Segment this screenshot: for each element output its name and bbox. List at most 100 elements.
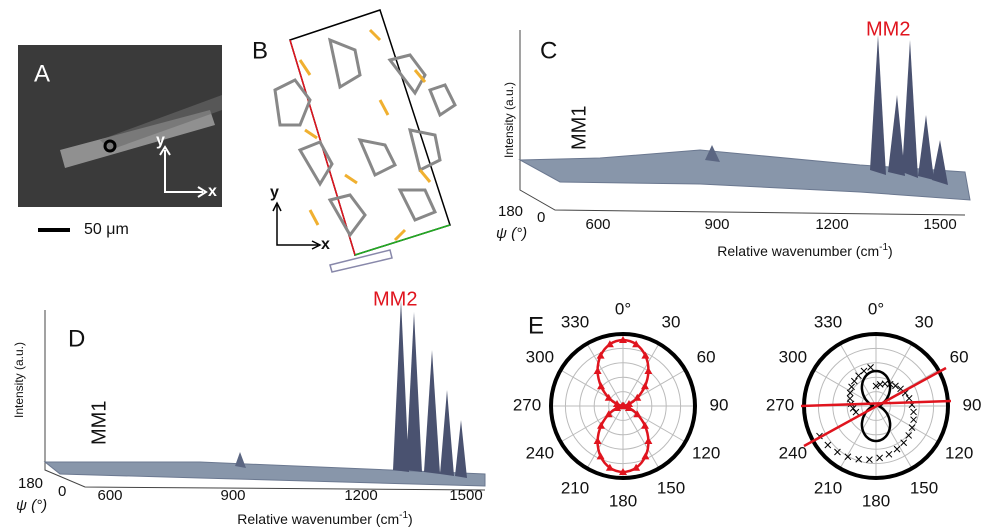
x-label-sup: -1 xyxy=(879,242,888,253)
marker xyxy=(872,382,880,390)
marker xyxy=(597,382,606,390)
marker xyxy=(593,367,602,375)
marker xyxy=(613,403,622,411)
angle-label: 60 xyxy=(950,347,969,366)
angle-label: 210 xyxy=(561,479,589,498)
surface-plot xyxy=(43,300,486,491)
marker xyxy=(876,454,883,462)
angle-label: 120 xyxy=(945,443,973,462)
panel-label: B xyxy=(252,37,268,64)
marker xyxy=(641,452,650,460)
angle-label: 90 xyxy=(710,395,729,414)
angle-label: 240 xyxy=(779,443,807,462)
x-tick-label: 900 xyxy=(704,216,729,233)
z-label: Intensity (a.u.) xyxy=(12,342,26,418)
angle-label: 240 xyxy=(526,443,554,462)
psi-label: ψ (°) xyxy=(496,225,527,242)
x-label-text: Relative wavenumber (cm xyxy=(237,511,399,527)
angle-label: 180 xyxy=(609,491,637,510)
axes-arrow xyxy=(164,150,203,193)
angle-label: 150 xyxy=(657,479,685,498)
polar-spoke xyxy=(586,405,624,469)
marker xyxy=(641,351,650,359)
marker xyxy=(597,421,606,429)
x-tick-label: 1500 xyxy=(923,216,956,233)
marker xyxy=(892,382,899,390)
psi-tick-label: 180 xyxy=(18,475,43,492)
marker xyxy=(644,367,653,375)
marker xyxy=(893,445,901,453)
x-tick-label: 900 xyxy=(220,487,245,504)
arrow-heads xyxy=(159,145,208,198)
marker xyxy=(604,393,613,401)
marker xyxy=(633,410,642,418)
peak-label: MM2 xyxy=(866,18,910,40)
psi-tick-label: 0 xyxy=(537,209,545,226)
marker xyxy=(605,463,614,471)
angle-label: 270 xyxy=(513,395,541,414)
marker xyxy=(596,351,605,359)
marker xyxy=(844,453,852,461)
x-label: Relative wavenumber (cm-1) xyxy=(237,510,412,527)
marker xyxy=(633,393,642,401)
peak-label: MM2 xyxy=(373,288,417,310)
marker xyxy=(596,452,605,460)
axis-label: x xyxy=(208,183,217,200)
surface-plot xyxy=(518,30,971,216)
angle-label: 0° xyxy=(615,299,631,318)
x-tick-label: 1200 xyxy=(815,216,848,233)
angle-label: 0° xyxy=(868,299,884,318)
angle-label: 270 xyxy=(766,395,794,414)
angle-label: 330 xyxy=(561,312,589,331)
x-tick-label: 1500 xyxy=(449,487,482,504)
polar-frame xyxy=(549,332,697,480)
marker xyxy=(881,380,889,388)
marker xyxy=(885,450,893,458)
marker xyxy=(860,367,868,375)
polar-line xyxy=(803,366,947,448)
marker xyxy=(640,421,649,429)
marker xyxy=(848,383,855,391)
polar-spoke xyxy=(586,343,624,407)
marker xyxy=(624,403,633,411)
axis-label: y xyxy=(156,132,165,149)
panel-label: A xyxy=(34,60,50,87)
polar-line xyxy=(800,399,952,408)
marker xyxy=(605,340,614,348)
x-tick-label: 1200 xyxy=(344,487,377,504)
angle-label: 180 xyxy=(862,491,890,510)
marker xyxy=(604,410,613,418)
marker xyxy=(619,336,627,343)
x-label-end: ) xyxy=(408,511,413,527)
peak-label: MM1 xyxy=(568,106,590,150)
marker xyxy=(910,408,917,416)
marker xyxy=(910,416,917,424)
marker xyxy=(632,340,641,348)
marker xyxy=(613,400,622,408)
psi-tick-label: 180 xyxy=(498,203,523,220)
marker xyxy=(849,405,857,412)
angle-label: 300 xyxy=(779,347,807,366)
psi-tick-label: 0 xyxy=(58,483,66,500)
polar-spoke xyxy=(875,343,913,407)
marker xyxy=(846,395,854,402)
panel-label: C xyxy=(540,37,557,64)
scale-label: 50 μm xyxy=(84,221,129,238)
marker xyxy=(618,401,627,409)
axis-label: x xyxy=(321,236,330,253)
crystal-glow xyxy=(100,95,222,150)
marker xyxy=(855,372,862,380)
marker xyxy=(855,455,863,463)
marker xyxy=(867,364,874,371)
marker xyxy=(624,400,633,408)
angle-label: 330 xyxy=(814,312,842,331)
spot xyxy=(103,139,117,153)
x-label-sup: -1 xyxy=(399,510,408,521)
marker xyxy=(900,439,908,447)
marker xyxy=(850,377,858,385)
polar-spoke xyxy=(622,343,660,407)
angle-label: 30 xyxy=(915,312,934,331)
angle-label: 300 xyxy=(526,347,554,366)
arrow-heads xyxy=(272,201,322,250)
